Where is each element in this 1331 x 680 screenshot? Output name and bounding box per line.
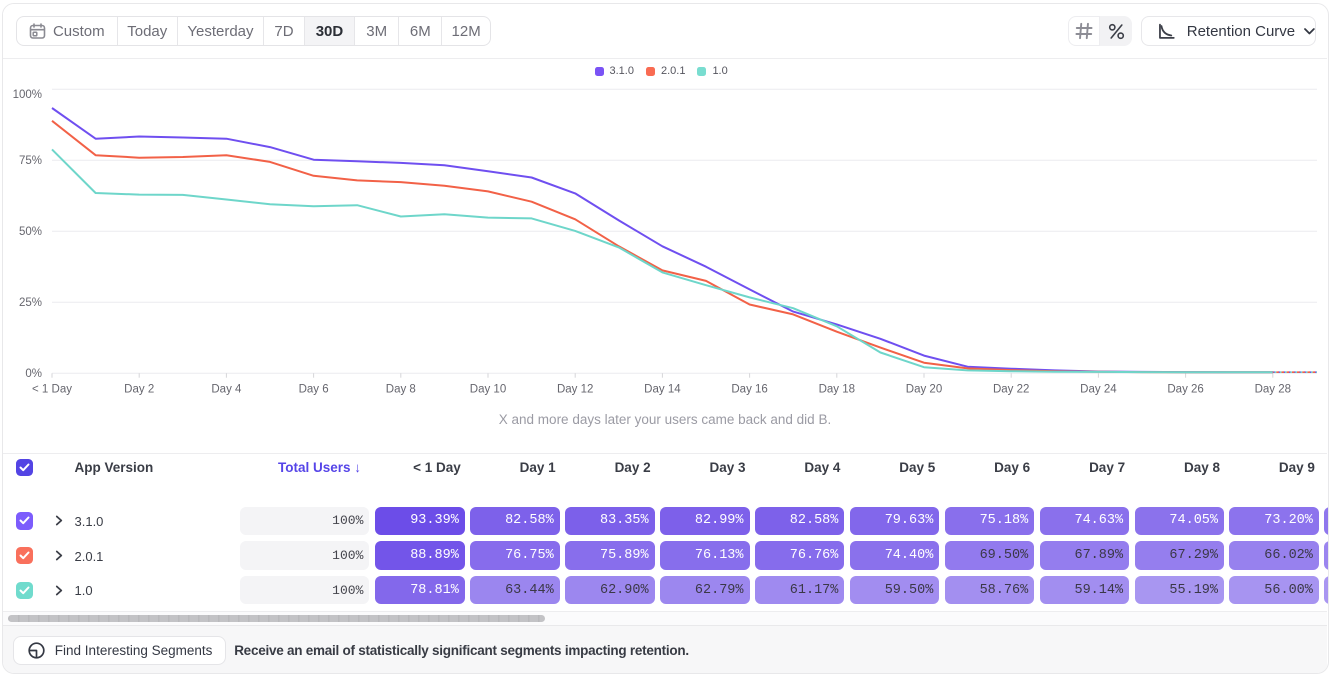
svg-text:Day 26: Day 26 (1167, 384, 1203, 396)
svg-text:Day 18: Day 18 (819, 384, 855, 396)
svg-text:50%: 50% (19, 226, 42, 238)
svg-text:Day 24: Day 24 (1080, 384, 1117, 396)
svg-text:Day 16: Day 16 (731, 384, 767, 396)
svg-text:Day 28: Day 28 (1255, 384, 1291, 396)
svg-text:Day 8: Day 8 (386, 384, 416, 396)
svg-text:Day 20: Day 20 (906, 384, 942, 396)
svg-text:Day 14: Day 14 (644, 384, 681, 396)
svg-text:0%: 0% (25, 368, 42, 380)
svg-text:Day 22: Day 22 (993, 384, 1029, 396)
svg-text:25%: 25% (19, 297, 42, 309)
svg-text:Day 4: Day 4 (211, 384, 242, 396)
svg-text:Day 12: Day 12 (557, 384, 593, 396)
svg-text:Day 10: Day 10 (470, 384, 506, 396)
svg-text:< 1 Day: < 1 Day (32, 384, 72, 396)
svg-text:100%: 100% (13, 89, 42, 101)
svg-text:Day 6: Day 6 (299, 384, 329, 396)
svg-text:Day 2: Day 2 (124, 384, 154, 396)
svg-text:75%: 75% (19, 155, 42, 167)
